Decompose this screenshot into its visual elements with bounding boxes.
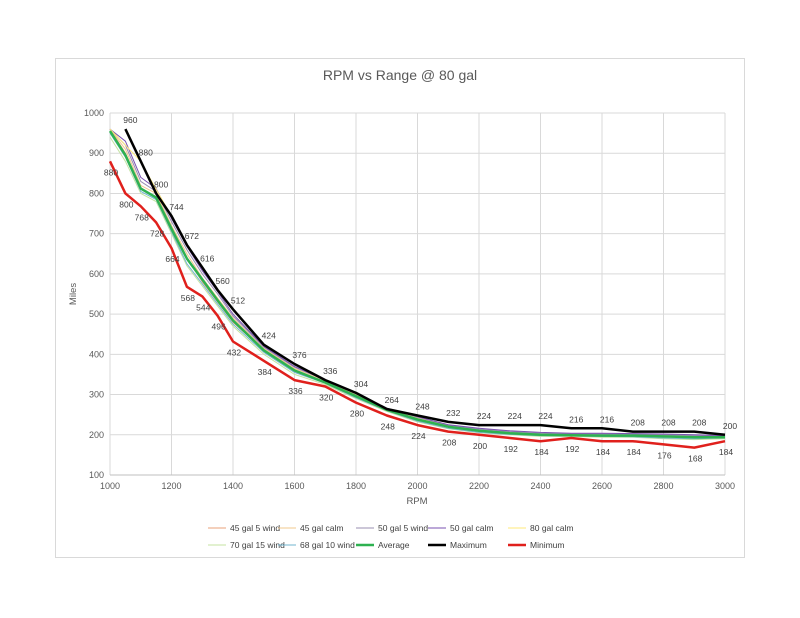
data-label-max: 248: [415, 401, 429, 411]
data-label-min: 664: [165, 254, 179, 264]
x-tick-label: 1200: [161, 481, 181, 491]
data-label-min: 320: [319, 393, 333, 403]
data-label-min: 184: [596, 447, 610, 457]
x-tick-label: 3000: [715, 481, 735, 491]
chart-title: RPM vs Range @ 80 gal: [323, 67, 477, 83]
data-label-min: 176: [657, 450, 671, 460]
data-label-min: 184: [534, 447, 548, 457]
data-label-min: 432: [227, 347, 241, 357]
data-label-min: 184: [627, 447, 641, 457]
data-label-max: 560: [216, 276, 230, 286]
data-label-min: 168: [688, 454, 702, 464]
data-label-min: 880: [104, 167, 118, 177]
legend-entry: 70 gal 15 wind: [230, 540, 285, 550]
legend-entry: 45 gal 5 wind: [230, 523, 280, 533]
data-label-max: 304: [354, 379, 368, 389]
data-label-max: 208: [631, 418, 645, 428]
series-layer: [108, 128, 726, 449]
y-tick-label: 800: [89, 188, 104, 198]
legend-entry: Average: [378, 540, 410, 550]
y-tick-label: 1000: [84, 108, 104, 118]
x-tick-label: 1400: [223, 481, 243, 491]
y-tick-label: 200: [89, 430, 104, 440]
x-tick-label: 2800: [653, 481, 673, 491]
data-label-max: 424: [262, 331, 276, 341]
x-tick-label: 2000: [407, 481, 427, 491]
data-label-max: 200: [723, 421, 737, 431]
data-label-max: 208: [692, 418, 706, 428]
data-label-min: 192: [504, 444, 518, 454]
data-label-max: 208: [661, 418, 675, 428]
x-tick-label: 1600: [284, 481, 304, 491]
data-label-max: 336: [323, 366, 337, 376]
data-label-min: 184: [719, 447, 733, 457]
y-axis-title: Miles: [68, 283, 79, 305]
legend-entry: 50 gal 5 wind: [378, 523, 428, 533]
data-label-max: 224: [538, 411, 552, 421]
series-line-8: [124, 128, 726, 437]
data-label-max: 216: [569, 414, 583, 424]
data-label-max: 512: [231, 295, 245, 305]
y-tick-label: 500: [89, 309, 104, 319]
data-label-min: 728: [150, 228, 164, 238]
x-axis-title: RPM: [406, 496, 427, 507]
data-label-min: 384: [258, 367, 272, 377]
data-label-min: 200: [473, 441, 487, 451]
x-tick-label: 1800: [346, 481, 366, 491]
data-label-max: 960: [123, 115, 137, 125]
data-label-min: 768: [135, 212, 149, 222]
y-tick-label: 700: [89, 229, 104, 239]
data-label-max: 216: [600, 414, 614, 424]
y-tick-label: 600: [89, 269, 104, 279]
data-label-max: 672: [185, 231, 199, 241]
data-label-max: 616: [200, 253, 214, 263]
data-label-max: 376: [292, 350, 306, 360]
series-line-7: [108, 130, 725, 439]
legend: 45 gal 5 wind 45 gal calm 50 gal 5 wind 50 …: [208, 523, 573, 550]
y-tick-label: 900: [89, 148, 104, 158]
legend-entry: 50 gal calm: [450, 523, 493, 533]
data-label-min: 224: [411, 431, 425, 441]
x-tick-label: 2400: [530, 481, 550, 491]
y-tick-label: 300: [89, 390, 104, 400]
legend-entry: Minimum: [530, 540, 564, 550]
data-label-max: 264: [385, 395, 399, 405]
axes: 100 200 300 400 500 600 700 800 900 1000 1000 1200 1…: [84, 108, 735, 491]
legend-entry: 68 gal 10 wind: [300, 540, 355, 550]
data-label-min: 568: [181, 293, 195, 303]
data-label-max: 800: [154, 179, 168, 189]
legend-entry: 45 gal calm: [300, 523, 343, 533]
data-label-min: 800: [119, 199, 133, 209]
data-label-min: 192: [565, 444, 579, 454]
series-line-9: [108, 160, 726, 449]
x-tick-label: 2200: [469, 481, 489, 491]
legend-entry: Maximum: [450, 540, 487, 550]
data-label-max: 224: [508, 411, 522, 421]
legend-entry: 80 gal calm: [530, 523, 573, 533]
y-tick-label: 400: [89, 349, 104, 359]
data-label-max: 880: [139, 147, 153, 157]
x-tick-label: 1000: [100, 481, 120, 491]
x-tick-label: 2600: [592, 481, 612, 491]
y-tick-label: 100: [89, 470, 104, 480]
data-label-min: 544: [196, 302, 210, 312]
data-label-min: 336: [288, 386, 302, 396]
series-line-5: [109, 136, 726, 441]
data-label-max: 744: [169, 202, 183, 212]
data-label-min: 248: [381, 421, 395, 431]
data-label-max: 232: [446, 408, 460, 418]
data-label-min: 496: [212, 322, 226, 332]
data-label-max: 224: [477, 411, 491, 421]
data-label-min: 280: [350, 409, 364, 419]
data-label-min: 208: [442, 438, 456, 448]
